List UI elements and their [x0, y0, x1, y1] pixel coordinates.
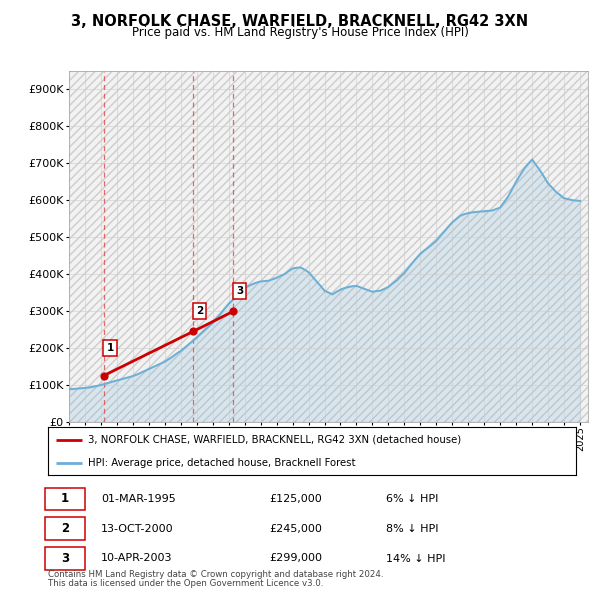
- Text: Contains HM Land Registry data © Crown copyright and database right 2024.: Contains HM Land Registry data © Crown c…: [48, 571, 383, 579]
- Text: 3: 3: [61, 552, 69, 565]
- Point: [188, 327, 198, 336]
- Text: 14% ↓ HPI: 14% ↓ HPI: [386, 553, 445, 563]
- FancyBboxPatch shape: [46, 517, 85, 540]
- Text: HPI: Average price, detached house, Bracknell Forest: HPI: Average price, detached house, Brac…: [88, 458, 355, 468]
- Text: 6% ↓ HPI: 6% ↓ HPI: [386, 494, 438, 504]
- Text: 2: 2: [61, 522, 69, 535]
- Text: 3, NORFOLK CHASE, WARFIELD, BRACKNELL, RG42 3XN (detached house): 3, NORFOLK CHASE, WARFIELD, BRACKNELL, R…: [88, 435, 461, 445]
- Text: 01-MAR-1995: 01-MAR-1995: [101, 494, 176, 504]
- FancyBboxPatch shape: [46, 487, 85, 510]
- Point: [99, 371, 109, 381]
- Point: [229, 307, 238, 316]
- Text: 2: 2: [196, 306, 203, 316]
- Text: 8% ↓ HPI: 8% ↓ HPI: [386, 524, 439, 533]
- Text: 1: 1: [61, 492, 69, 505]
- FancyBboxPatch shape: [46, 548, 85, 570]
- Text: 3, NORFOLK CHASE, WARFIELD, BRACKNELL, RG42 3XN: 3, NORFOLK CHASE, WARFIELD, BRACKNELL, R…: [71, 14, 529, 28]
- Text: £299,000: £299,000: [270, 553, 323, 563]
- Text: 3: 3: [236, 286, 243, 296]
- Text: This data is licensed under the Open Government Licence v3.0.: This data is licensed under the Open Gov…: [48, 579, 323, 588]
- Text: 10-APR-2003: 10-APR-2003: [101, 553, 172, 563]
- Text: 1: 1: [106, 343, 113, 353]
- Text: Price paid vs. HM Land Registry's House Price Index (HPI): Price paid vs. HM Land Registry's House …: [131, 26, 469, 39]
- Text: £125,000: £125,000: [270, 494, 323, 504]
- Text: £245,000: £245,000: [270, 524, 323, 533]
- Text: 13-OCT-2000: 13-OCT-2000: [101, 524, 173, 533]
